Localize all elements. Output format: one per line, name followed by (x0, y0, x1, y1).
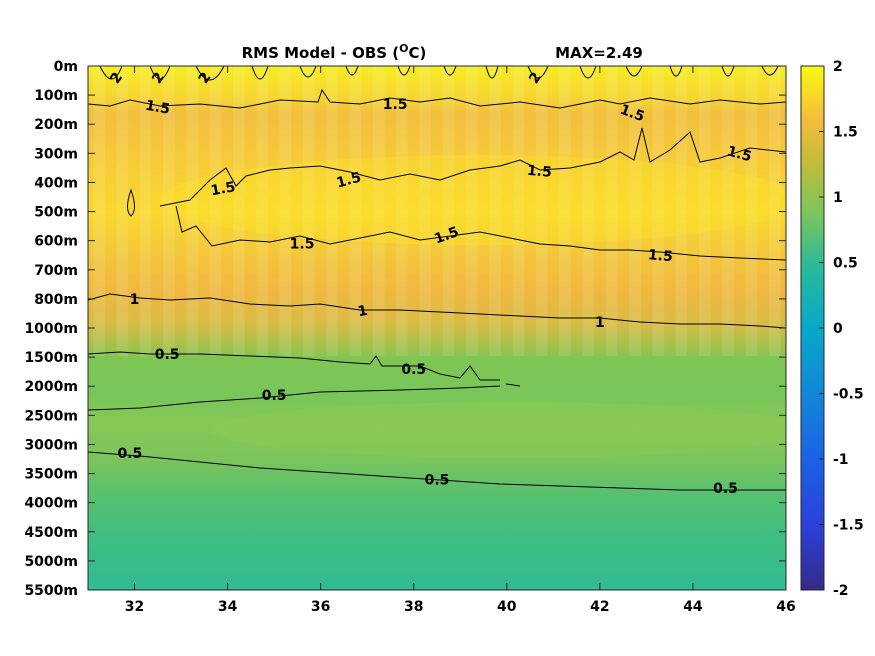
y-tick-label: 0m (54, 59, 78, 75)
contour-label: 0.5 (117, 446, 142, 462)
y-tick-label: 600m (34, 234, 78, 250)
contour-label: 1 (595, 315, 605, 331)
colorbar-tick-label: -2 (833, 583, 849, 599)
colorbar-tick-label: 0.5 (833, 256, 858, 272)
x-tick-label: 34 (218, 599, 238, 615)
contour-label-text: 1.5 (210, 179, 237, 199)
colorbar-tick-label: 0 (833, 321, 843, 337)
contour-line-1-5-mid-bottom (175, 205, 786, 261)
y-tick-label: 5500m (24, 583, 78, 599)
contour-label: 1 (130, 292, 140, 308)
y-tick-label: 5000m (24, 554, 78, 570)
heatmap-warm-core (160, 155, 786, 245)
contour-labels: 2 2 2 2 1.5 1.5 1.5 1.5 1.5 1.5 1.5 1.5 1.5 1.5 1 1 1 0.5… (107, 70, 753, 497)
contour-label-text: 1 (357, 303, 369, 320)
contour-label: 2 (196, 70, 215, 87)
contour-label: 2 (526, 70, 545, 87)
y-tick-label: 4000m (24, 496, 78, 512)
contour-label-text: 1 (130, 292, 140, 308)
y-tick-label: 800m (34, 292, 78, 308)
contour-label: 0.5 (155, 347, 180, 363)
contour-lines (88, 66, 786, 491)
contour-label-text: 1.5 (618, 102, 647, 126)
x-tick-label: 40 (497, 599, 517, 615)
contour-line-0-5-lower (88, 451, 786, 491)
contour-label: 0.5 (262, 388, 287, 404)
x-axis: 32 34 36 38 40 42 44 46 (125, 66, 796, 615)
contour-label-text: 1.5 (335, 170, 363, 192)
contour-label: 1.5 (432, 224, 461, 248)
y-tick-label: 200m (34, 117, 78, 133)
contour-label: 2 (149, 70, 168, 87)
y-tick-label: 300m (34, 146, 78, 162)
colorbar-tick-label: -1 (833, 452, 849, 468)
colorbar-tick-label: 2 (833, 59, 843, 75)
x-tick-label: 46 (776, 599, 795, 615)
contour-label: 1 (357, 303, 369, 320)
contour-label-text: 0.5 (262, 388, 287, 404)
x-tick-label: 42 (590, 599, 609, 615)
contour-label: 1.5 (526, 163, 552, 181)
y-tick-label: 1000m (24, 321, 78, 337)
contour-label-text: 0.5 (713, 481, 738, 497)
contour-label-text: 1 (595, 315, 605, 331)
colorbar-tick-label: 1.5 (833, 125, 858, 141)
x-tick-label: 38 (404, 599, 423, 615)
contour-label-text: 0.5 (401, 362, 426, 378)
contour-label: 1.5 (335, 170, 363, 192)
y-tick-label: 500m (34, 205, 78, 221)
contour-label-text: 1.5 (290, 237, 315, 253)
y-tick-label: 100m (34, 88, 78, 104)
y-tick-label: 4500m (24, 525, 78, 541)
contour-label: 1.5 (383, 97, 408, 113)
y-tick-label: 700m (34, 263, 78, 279)
heatmap-stripes (88, 66, 786, 356)
contour-label-text: 0.5 (155, 347, 180, 363)
contour-label: 0.5 (401, 362, 426, 378)
contour-label: 1.5 (144, 98, 171, 118)
contour-line-1-5-upper (88, 88, 786, 109)
x-tick-label: 44 (683, 599, 703, 615)
contour-label-text: 1.5 (526, 163, 552, 181)
colorbar-axis: 2 1.5 1 0.5 0 -0.5 -1 -1.5 -2 (819, 59, 864, 599)
contour-line-1 (88, 293, 786, 329)
chart-title: RMS Model - OBS (OC) (242, 42, 427, 62)
contour-label: 0.5 (713, 481, 738, 497)
contour-label: 1.5 (725, 143, 753, 165)
contour-line-0-5-middle (88, 385, 501, 411)
y-tick-label: 3500m (24, 467, 78, 483)
contour-label: 1.5 (290, 237, 315, 253)
y-tick-label: 400m (34, 175, 78, 191)
contour-label-text: 1.5 (432, 224, 461, 248)
y-axis: 0m 100m 200m 300m 400m 500m 600m 700m 800m 1000m 1… (24, 59, 786, 599)
y-tick-label: 2000m (24, 379, 78, 395)
max-label: MAX=2.49 (555, 44, 643, 62)
contour-label: 1.5 (618, 102, 647, 126)
y-tick-label: 1500m (24, 350, 78, 366)
contour-label-text: 1.5 (144, 98, 171, 118)
x-tick-label: 32 (125, 599, 144, 615)
contour-label-text: 1.5 (383, 97, 408, 113)
y-tick-label: 3000m (24, 437, 78, 453)
x-tick-label: 36 (311, 599, 330, 615)
contour-line-1-5-blob (127, 188, 135, 217)
colorbar-tick-label: -0.5 (833, 387, 864, 403)
contour-label: 1.5 (210, 179, 237, 199)
contour-label: 0.5 (425, 472, 450, 488)
contour-label: 2 (107, 70, 126, 87)
contour-label-text: 1.5 (647, 247, 673, 265)
colorbar-tick-label: -1.5 (833, 518, 864, 534)
colorbar-tick-label: 1 (833, 190, 843, 206)
contour-line-1-5-mid-top (159, 127, 786, 207)
y-tick-label: 2500m (24, 408, 78, 424)
plot-area: 2 2 2 2 1.5 1.5 1.5 1.5 1.5 1.5 1.5 1.5 1.5 1.5 1 1 1 0.5… (88, 66, 786, 590)
contour-label: 1.5 (647, 247, 673, 265)
contour-line-2-top (99, 66, 779, 81)
contour-label-text: 0.5 (425, 472, 450, 488)
contour-line-0-5-upper (88, 351, 521, 387)
heatmap-green-patch (210, 402, 786, 458)
contour-label-text: 0.5 (117, 446, 142, 462)
contour-label-text: 1.5 (725, 143, 753, 165)
